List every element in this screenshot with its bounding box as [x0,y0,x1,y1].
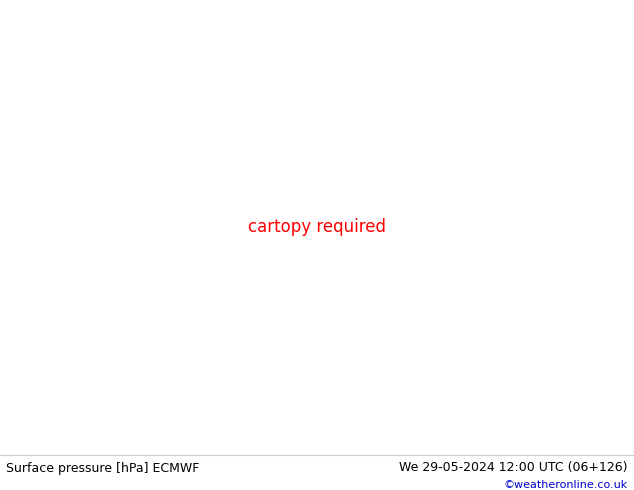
Text: cartopy required: cartopy required [248,219,386,236]
Text: We 29-05-2024 12:00 UTC (06+126): We 29-05-2024 12:00 UTC (06+126) [399,461,628,473]
Text: ©weatheronline.co.uk: ©weatheronline.co.uk [503,480,628,490]
Text: Surface pressure [hPa] ECMWF: Surface pressure [hPa] ECMWF [6,463,200,475]
